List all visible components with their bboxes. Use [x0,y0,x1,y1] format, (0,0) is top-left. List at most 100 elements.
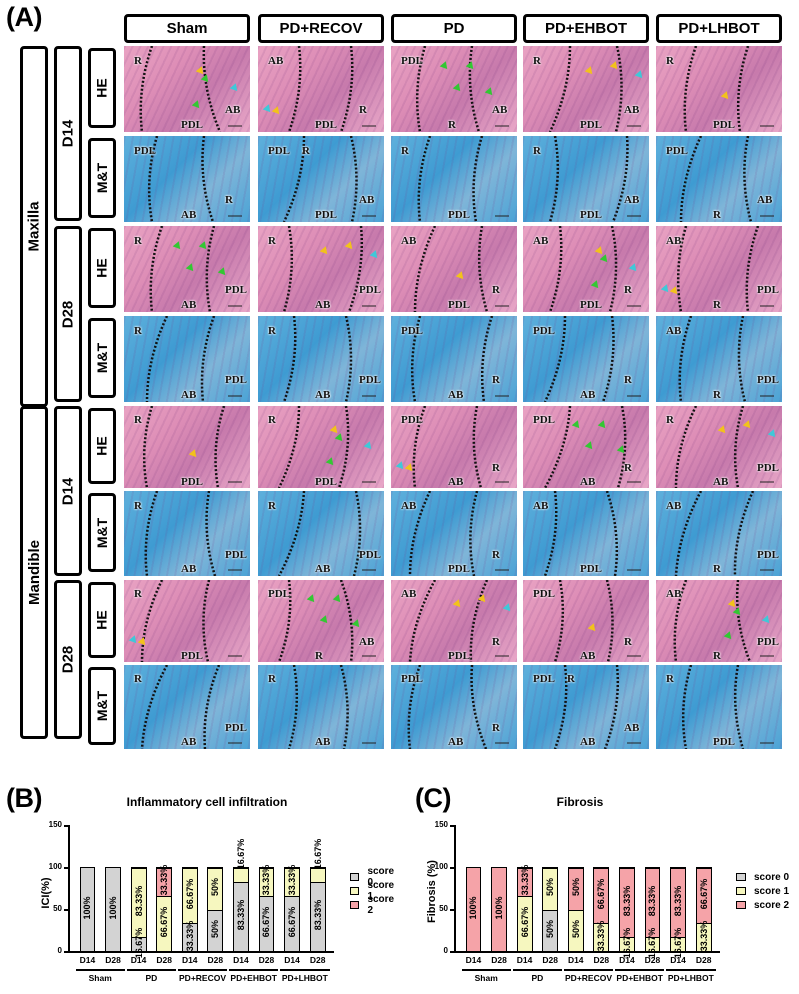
group-underline [512,969,563,971]
micrograph-pd-recov-he-row1: AB PDL R [258,46,384,132]
bar-segment-score-1 [671,937,685,951]
pdl-boundary-dotted-lines [147,136,242,222]
micrograph-pd-mt-row8: PDL AB R [391,665,517,749]
tissue-label-ab: AB [315,736,331,748]
column-header-pd: PD [391,14,517,43]
pdl-boundary-dotted-lines [407,665,509,749]
x-tick-label: D28 [105,955,121,965]
y-tick [64,825,68,827]
y-tick-label: 0 [443,946,448,955]
tissue-label-r: R [492,374,500,386]
tissue-label-r: R [624,636,632,648]
stacked-bar-pd-d14 [516,867,533,951]
tissue-label-r: R [713,299,721,311]
tissue-label-pdl: PDL [757,549,779,561]
bar-segment-score-1 [285,868,299,896]
stacked-bar-pd-recov-d14 [567,867,584,951]
legend-label: score 1 [367,880,395,902]
day-label: D28 [59,300,77,328]
stain-label: HE [93,610,110,630]
tissue-texture [523,316,649,402]
y-tick-label: 50 [53,904,62,913]
tissue-label-ab: AB [624,722,640,734]
stacked-bar-sham-d14 [79,867,96,951]
column-header-pd-ehbot: PD+EHBOT [523,14,649,43]
y-tick [450,909,454,911]
stacked-bar-pd-d14 [130,867,147,951]
tissue-label-r: R [134,55,142,67]
micrograph-pd-mt-row4: PDL AB R [391,316,517,402]
legend-label: score 1 [754,885,790,897]
group-label-pd-lhbot: PD+LHBOT [281,973,328,983]
tissue-label-r: R [225,194,233,206]
stain-label: HE [93,78,110,98]
tissue-label-r: R [492,284,500,296]
pdl-boundary-dotted-lines [408,491,509,576]
column-header-pd-recov: PD+RECOV [258,14,384,43]
tissue-texture [124,226,250,312]
stain-label: M&T [94,690,111,722]
micrograph-sham-he-row3: R AB PDL [124,226,250,312]
tissue-texture [523,226,649,312]
pdl-boundary-dotted-lines [673,580,774,662]
bar-segment-score-1 [543,868,558,910]
stain-label: HE [93,436,110,456]
stacked-bar-pd-lhbot-d14 [284,867,300,951]
tissue-label-ab: AB [225,104,241,116]
bar-value-label: 33.33% [596,920,607,952]
micrograph-sham-mt-row2: PDL AB R [124,136,250,222]
tissue-label-pdl: PDL [757,462,779,474]
tissue-label-r: R [666,673,674,685]
legend-item: score 1 [736,884,789,898]
group-label-sham: Sham [88,973,112,983]
tissue-label-r: R [624,284,632,296]
micrograph-pd-ehbot-he-row1: R PDL AB [523,46,649,132]
tissue-texture [124,46,250,132]
tissue-texture [523,406,649,488]
pdl-boundary-dotted-lines [543,491,641,576]
tissue-label-pdl: PDL [225,549,247,561]
tissue-label-pdl: PDL [448,563,470,575]
pdl-boundary-dotted-lines [543,406,641,488]
x-tick-label: D14 [181,955,198,965]
tissue-label-pdl: PDL [448,209,470,221]
bar-value-label: 66.67% [287,906,298,938]
tissue-texture [258,46,384,132]
jaw-label: Maxilla [25,201,43,252]
tissue-label-r: R [268,414,276,426]
tissue-label-pdl: PDL [315,476,337,488]
y-tick [64,951,68,953]
tissue-label-pdl: PDL [533,588,555,600]
tissue-label-ab: AB [181,299,197,311]
micrograph-pd-lhbot-he-row5: R AB PDL [656,406,782,488]
tissue-label-pdl: PDL [757,374,779,386]
bar-value-label: 16.67% [312,838,323,870]
bar-segment-score-2 [645,868,660,938]
micrograph-pd-ehbot-he-row3: AB PDL R [523,226,649,312]
pdl-boundary-dotted-lines [683,46,774,132]
row-header-stain-mt: M&T [88,138,116,218]
tissue-label-pdl: PDL [713,736,735,748]
panel-b-letter: (B) [6,783,42,813]
micrograph-pd-ehbot-he-row7: PDL AB R [523,580,649,662]
tissue-label-pdl: PDL [181,119,203,131]
pdl-boundary-dotted-lines [144,491,242,576]
bar-value-label: 50% [210,878,221,897]
bar-segment-score-1 [182,868,197,924]
row-header-stain-he: HE [88,228,116,308]
stacked-bar-sham-d28 [491,867,507,951]
legend-label: score 2 [754,899,790,911]
tissue-texture [523,491,649,576]
x-tick-label: D28 [207,955,224,965]
micrograph-pd-he-row1: PDL R AB [391,46,517,132]
tissue-label-ab: AB [181,736,197,748]
bar-value-label: 50% [545,920,556,939]
bar-value-label: 33.33% [698,920,709,952]
micrograph-pd-lhbot-mt-row4: AB R PDL [656,316,782,402]
tissue-label-r: R [713,650,721,662]
tissue-texture [258,226,384,312]
tissue-texture [656,136,782,222]
tissue-texture [124,136,250,222]
tissue-texture [391,491,517,576]
y-axis-label: Fibrosis (%) [426,860,438,924]
